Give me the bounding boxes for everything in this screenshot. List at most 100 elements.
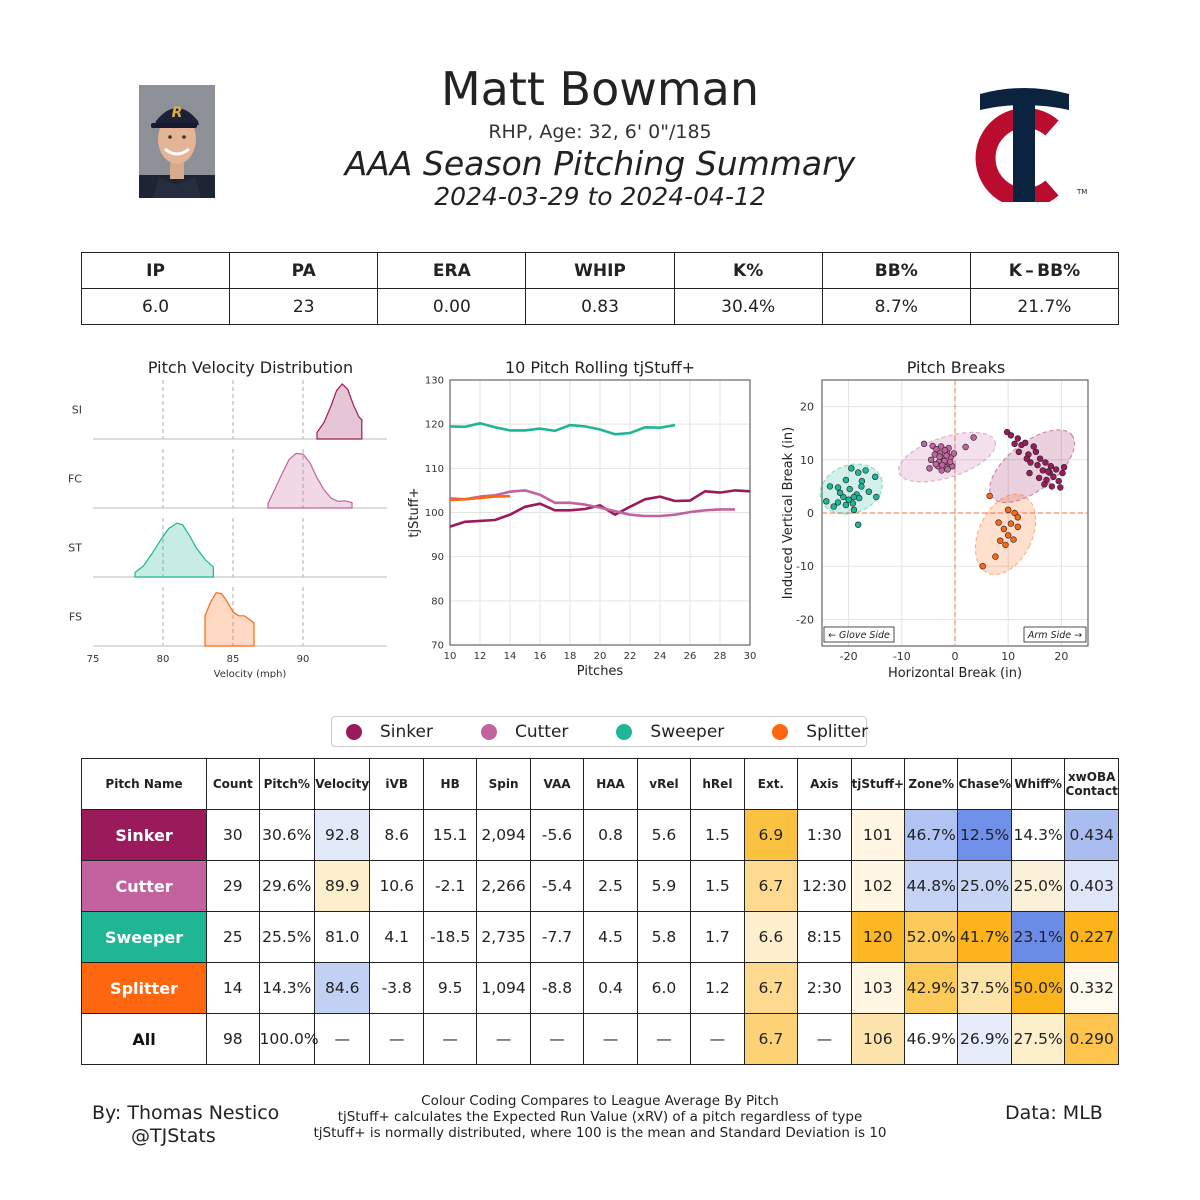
metric-cell: 1:30 xyxy=(798,810,851,861)
x-tick-label: 14 xyxy=(504,651,517,662)
metric-cell: 5.9 xyxy=(637,861,690,912)
pitch-point-sinker xyxy=(1024,456,1030,462)
summary-header: K% xyxy=(674,253,822,289)
pitch-point-splitter xyxy=(1005,507,1011,513)
metric-cell: — xyxy=(798,1014,851,1065)
legend-label: Cutter xyxy=(515,722,568,742)
metric-cell: 2.5 xyxy=(584,861,637,912)
legend-item-sweeper: Sweeper xyxy=(616,722,724,742)
summary-header: K – BB% xyxy=(970,253,1118,289)
pitch-name-cell: Sinker xyxy=(82,810,207,861)
metric-cell: 6.0 xyxy=(637,963,690,1014)
pitch-point-sinker xyxy=(1035,462,1041,468)
pitch-point-sweeper xyxy=(859,484,865,490)
footnote-line: tjStuff+ is normally distributed, where … xyxy=(290,1125,910,1141)
y-tick-label: -20 xyxy=(796,613,814,626)
pitch-point-sinker xyxy=(1043,460,1049,466)
metric-cell: 1.2 xyxy=(691,963,744,1014)
pitch-point-sinker xyxy=(1036,475,1042,481)
pitch-point-splitter xyxy=(1005,532,1011,538)
metric-cell: 29 xyxy=(207,861,259,912)
legend-label: Splitter xyxy=(806,722,868,742)
metric-cell: 2,735 xyxy=(477,912,530,963)
summary-header: IP xyxy=(82,253,230,289)
table-row: Sweeper 25 25.5% 81.0 4.1 -18.5 2,735 -7.7 4.5 5.… xyxy=(82,912,1119,963)
table-row: Cutter 29 29.6% 89.9 10.6 -2.1 2,266 -5.4 2.5 5.9… xyxy=(82,861,1119,912)
metric-cell: — xyxy=(691,1014,744,1065)
annotation-label: ← Glove Side xyxy=(828,630,890,641)
x-tick-label: 28 xyxy=(714,651,727,662)
pitch-point-sweeper xyxy=(843,502,849,508)
y-tick-label: 10 xyxy=(800,454,814,467)
pitch-point-sinker xyxy=(1008,432,1014,438)
pitch-point-sinker xyxy=(1031,444,1037,450)
x-tick-label: 90 xyxy=(297,654,310,665)
column-header: Whiff% xyxy=(1011,759,1064,810)
x-tick-label: 20 xyxy=(594,651,607,662)
pitch-point-cutter xyxy=(971,435,977,441)
column-header: Count xyxy=(207,759,259,810)
y-tick-label: 100 xyxy=(425,508,444,519)
metric-cell: 1.5 xyxy=(691,861,744,912)
pitch-point-sweeper xyxy=(873,494,879,500)
annotation-label: Arm Side → xyxy=(1027,630,1082,641)
metric-cell: 37.5% xyxy=(958,963,1011,1014)
summary-header: ERA xyxy=(378,253,526,289)
y-tick-label: 130 xyxy=(425,376,444,387)
pitch-point-sweeper xyxy=(848,465,854,471)
report-title: AAA Season Pitching Summary xyxy=(250,144,950,183)
column-header: HAA xyxy=(584,759,637,810)
metric-cell: 6.7 xyxy=(744,1014,797,1065)
velocity-chart-title: Pitch Velocity Distribution xyxy=(93,358,408,377)
metric-cell: 1.7 xyxy=(691,912,744,963)
metric-cell: 4.1 xyxy=(370,912,423,963)
footnote-line: tjStuff+ calculates the Expected Run Val… xyxy=(290,1109,910,1125)
pitch-point-sinker xyxy=(1015,436,1021,442)
pitch-point-sweeper xyxy=(855,522,861,528)
pitch-point-sweeper xyxy=(863,468,869,474)
x-axis-label: Pitches xyxy=(577,664,624,679)
author-handle: @TJStats xyxy=(131,1125,216,1147)
pitch-name-cell: Cutter xyxy=(82,861,207,912)
pitch-legend: Sinker Cutter Sweeper Splitter xyxy=(331,716,867,747)
pitch-point-sinker xyxy=(1045,469,1051,475)
pitch-point-sinker xyxy=(1033,449,1039,455)
column-header: HB xyxy=(423,759,476,810)
row-label: ST xyxy=(68,542,82,555)
row-label: FC xyxy=(68,473,82,486)
x-tick-label: 85 xyxy=(227,654,240,665)
pitch-name-cell: Splitter xyxy=(82,963,207,1014)
column-header: Chase% xyxy=(958,759,1011,810)
metric-cell: 101 xyxy=(851,810,904,861)
summary-value: 0.83 xyxy=(526,289,674,325)
summary-value: 21.7% xyxy=(970,289,1118,325)
y-tick-label: 0 xyxy=(807,507,814,520)
team-logo: TM xyxy=(962,80,1087,202)
metric-cell: -2.1 xyxy=(423,861,476,912)
metric-cell: 14 xyxy=(207,963,259,1014)
pitch-point-sinker xyxy=(1060,470,1066,476)
pitch-point-sinker xyxy=(1040,468,1046,474)
pitch-point-sinker xyxy=(1049,484,1055,490)
metric-cell: 2:30 xyxy=(798,963,851,1014)
summary-header: BB% xyxy=(822,253,970,289)
author-credit: By: Thomas Nestico xyxy=(92,1102,279,1124)
metric-cell: 106 xyxy=(851,1014,904,1065)
legend-label: Sinker xyxy=(380,722,433,742)
x-tick-label: 24 xyxy=(654,651,667,662)
y-tick-label: 70 xyxy=(431,641,444,652)
table-row: Sinker 30 30.6% 92.8 8.6 15.1 2,094 -5.6 0.8 5.6 1… xyxy=(82,810,1119,861)
sinker-swatch-icon xyxy=(346,724,362,740)
pitch-point-sinker xyxy=(1051,474,1057,480)
metric-cell: 42.9% xyxy=(905,963,958,1014)
metric-cell: 102 xyxy=(851,861,904,912)
metric-cell: 0.403 xyxy=(1065,861,1119,912)
metric-cell: 2,266 xyxy=(477,861,530,912)
x-tick-label: -10 xyxy=(893,650,911,663)
velocity-distribution-chart: SI FC ST FS 75 80 85 90 Velocity (mph) xyxy=(60,378,400,678)
metric-cell: 103 xyxy=(851,963,904,1014)
metric-cell: -3.8 xyxy=(370,963,423,1014)
legend-label: Sweeper xyxy=(650,722,724,742)
report-date-range: 2024-03-29 to 2024-04-12 xyxy=(250,182,950,211)
legend-item-splitter: Splitter xyxy=(772,722,868,742)
